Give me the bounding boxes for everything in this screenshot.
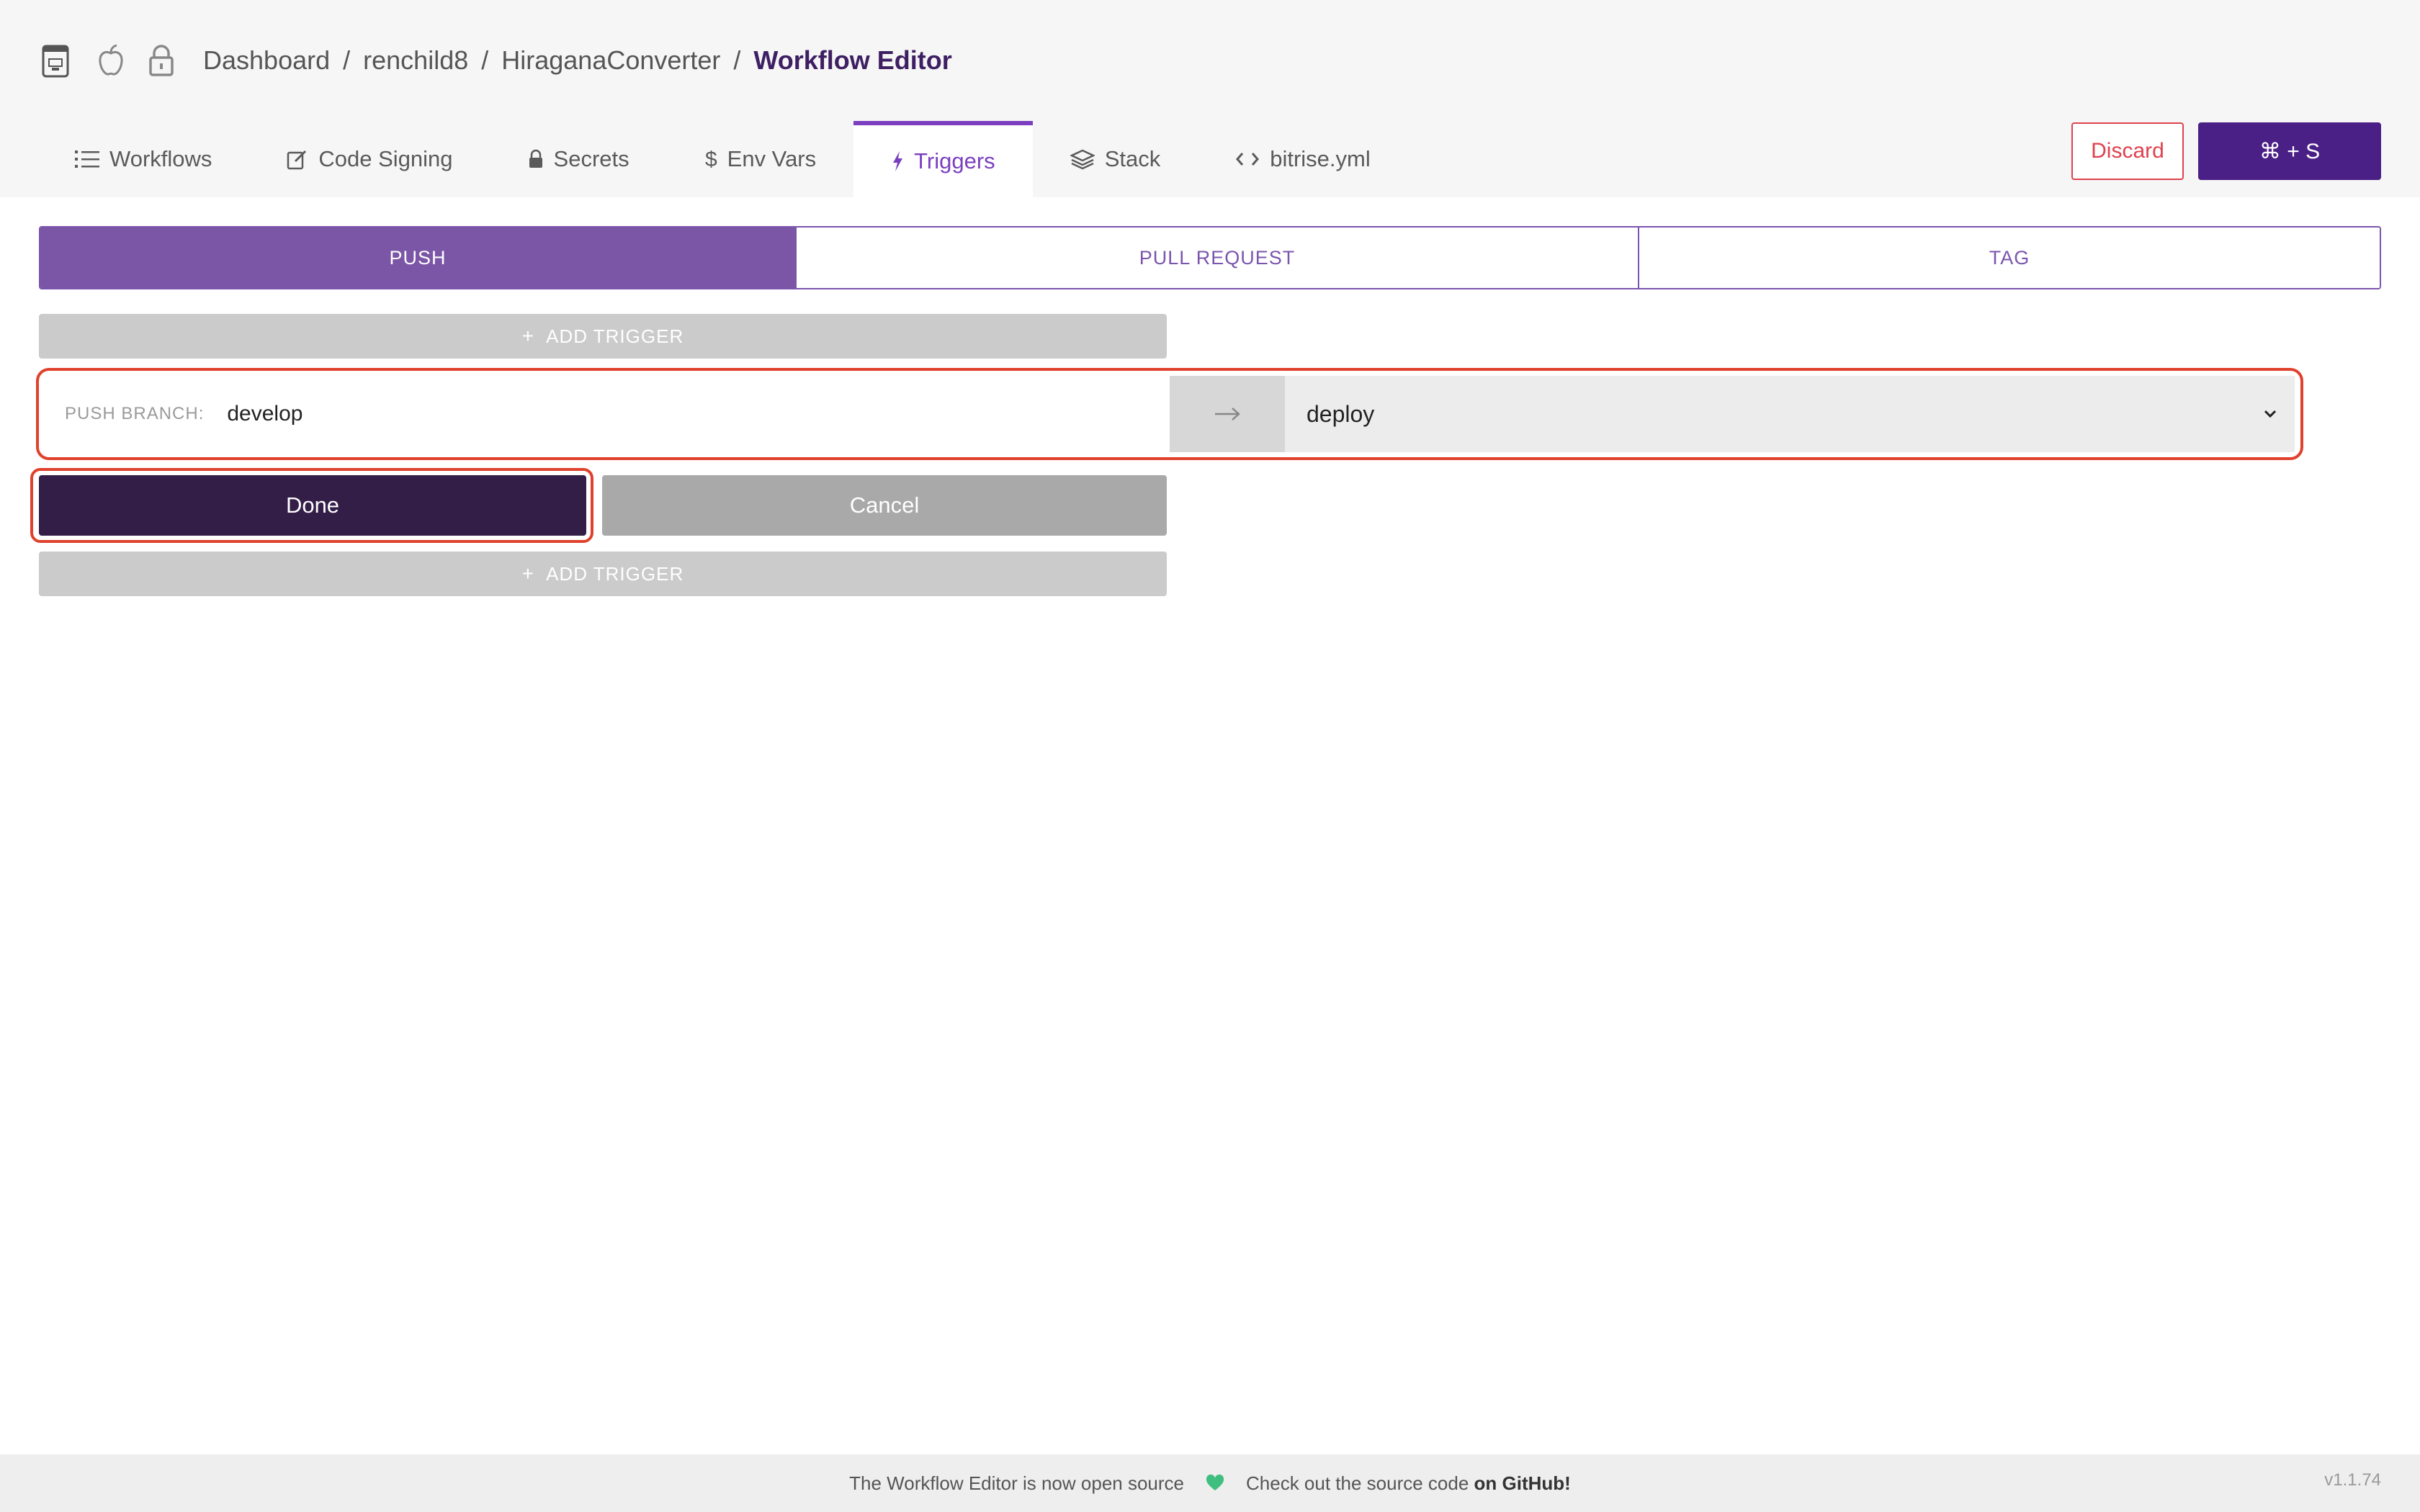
breadcrumb-separator: /	[481, 45, 489, 75]
trigger-type-tag[interactable]: TAG	[1638, 228, 2380, 288]
apple-icon	[99, 44, 123, 76]
plus-icon: +	[521, 562, 535, 585]
code-icon	[1236, 153, 1260, 166]
tab-label: Secrets	[553, 146, 629, 171]
chevron-down-icon	[2264, 410, 2277, 418]
lock-icon	[149, 45, 174, 76]
workflow-select[interactable]: deploy	[1285, 376, 2295, 452]
edit-icon	[287, 150, 307, 170]
footer-source-text: Check out the source code	[1246, 1472, 1469, 1494]
trigger-edit-row: PUSH BRANCH: deploy	[36, 368, 2303, 460]
done-button[interactable]: Done	[39, 475, 586, 536]
tab-label: Env Vars	[727, 146, 817, 171]
github-link[interactable]: on GitHub!	[1474, 1472, 1571, 1494]
tab-stack[interactable]: Stack	[1033, 121, 1198, 197]
breadcrumb-separator: /	[733, 45, 741, 75]
tab-code-signing[interactable]: Code Signing	[249, 121, 490, 197]
breadcrumb-current: Workflow Editor	[753, 45, 952, 75]
workflow-select-value: deploy	[1307, 400, 1375, 427]
tab-bitrise-yml[interactable]: bitrise.yml	[1198, 121, 1408, 197]
lock-icon	[529, 149, 542, 168]
breadcrumb-user[interactable]: renchild8	[363, 45, 469, 75]
list-icon	[75, 150, 99, 168]
app-icon[interactable]	[40, 42, 72, 79]
push-branch-input[interactable]	[225, 401, 1165, 427]
dollar-icon: $	[705, 148, 717, 171]
push-branch-label: PUSH BRANCH:	[65, 404, 205, 423]
arrow-right-icon	[1215, 408, 1240, 420]
top-bar: Dashboard / renchild8 / HiraganaConverte…	[0, 0, 2420, 197]
add-trigger-button[interactable]: + ADD TRIGGER	[39, 552, 1167, 596]
trigger-type-push[interactable]: PUSH	[40, 228, 795, 288]
discard-button[interactable]: Discard	[2071, 122, 2184, 180]
editor-tabs: Workflows Code Signing Secrets $ Env Var…	[37, 121, 1408, 197]
plus-icon: +	[521, 325, 535, 347]
breadcrumb-dashboard[interactable]: Dashboard	[203, 45, 331, 75]
arrow-divider	[1170, 376, 1285, 452]
footer-open-source-text: The Workflow Editor is now open source	[849, 1472, 1184, 1494]
tab-triggers[interactable]: Triggers	[853, 121, 1033, 197]
trigger-type-pull-request[interactable]: PULL REQUEST	[795, 228, 1638, 288]
version-label: v1.1.74	[2324, 1470, 2381, 1490]
bolt-icon	[893, 151, 903, 171]
tab-label: Stack	[1104, 146, 1161, 171]
tab-workflows[interactable]: Workflows	[37, 121, 249, 197]
add-trigger-label: ADD TRIGGER	[546, 325, 684, 347]
tab-label: Triggers	[914, 148, 995, 174]
breadcrumb: Dashboard / renchild8 / HiraganaConverte…	[203, 42, 952, 79]
breadcrumb-separator: /	[343, 45, 351, 75]
tab-label: Workflows	[109, 146, 212, 171]
svg-text:$: $	[705, 148, 717, 171]
breadcrumb-app[interactable]: HiraganaConverter	[501, 45, 721, 75]
layers-icon	[1070, 149, 1095, 170]
add-trigger-button[interactable]: + ADD TRIGGER	[39, 314, 1167, 359]
tab-env-vars[interactable]: $ Env Vars	[667, 121, 853, 197]
tab-label: bitrise.yml	[1270, 146, 1371, 171]
trigger-type-selector: PUSH PULL REQUEST TAG	[39, 226, 2381, 289]
tab-label: Code Signing	[318, 146, 453, 171]
add-trigger-label: ADD TRIGGER	[546, 562, 684, 585]
heart-icon	[1206, 1475, 1224, 1492]
done-button-highlight	[30, 468, 593, 543]
tab-secrets[interactable]: Secrets	[490, 121, 667, 197]
push-branch-area: PUSH BRANCH:	[42, 376, 1170, 452]
save-button[interactable]: ⌘ + S	[2198, 122, 2381, 180]
cancel-button[interactable]: Cancel	[602, 475, 1167, 536]
footer: The Workflow Editor is now open source C…	[0, 1454, 2420, 1512]
